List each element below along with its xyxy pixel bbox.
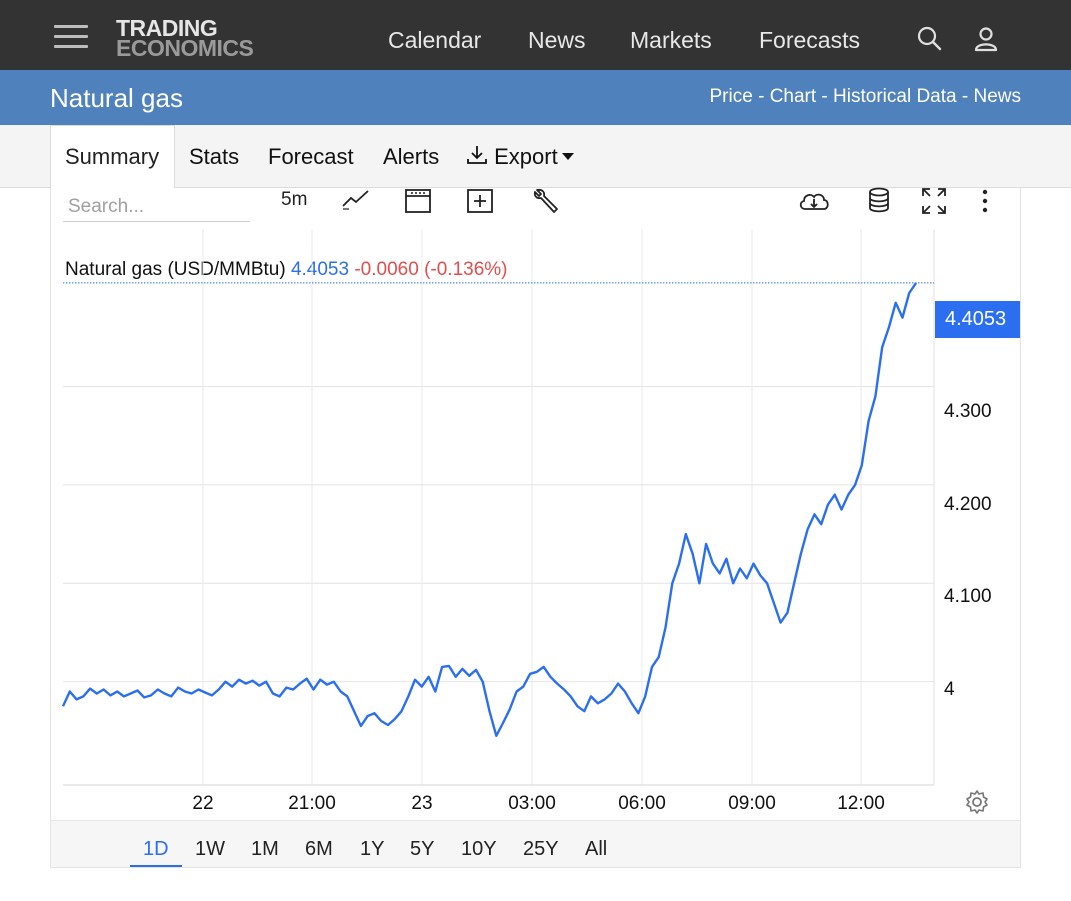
site-logo[interactable]: TRADING ECONOMICS — [116, 15, 254, 61]
separator: - — [956, 86, 974, 107]
active-range-underline — [130, 865, 182, 867]
cloud-download-icon[interactable] — [797, 186, 831, 216]
x-tick-label: 21:00 — [288, 793, 336, 814]
range-25y[interactable]: 25Y — [523, 838, 559, 860]
search-icon[interactable] — [915, 25, 943, 53]
tab-export-label: Export — [494, 144, 558, 169]
range-1y[interactable]: 1Y — [360, 838, 385, 860]
nav-news[interactable]: News — [528, 27, 586, 53]
current-price-tag: 4.4053 — [935, 301, 1020, 338]
range-1d[interactable]: 1D — [143, 838, 169, 860]
price-series-line — [61, 282, 917, 737]
x-tick-label: 23 — [411, 793, 433, 814]
page-title-bar — [0, 70, 1071, 125]
active-tab-background — [50, 125, 175, 189]
x-tick-label: 22 — [192, 793, 214, 814]
y-tick-label: 4.200 — [944, 494, 992, 515]
top-navigation-bar — [0, 0, 1071, 70]
y-tick-label: 4.100 — [944, 586, 992, 607]
range-1m[interactable]: 1M — [251, 838, 279, 860]
section-links: Price - Chart - Historical Data - News — [710, 86, 1022, 108]
interval-selector[interactable]: 5m — [281, 189, 308, 210]
legend-last-value: 4.4053 — [290, 259, 350, 280]
separator: - — [752, 86, 770, 107]
logo-line-2: ECONOMICS — [116, 35, 254, 61]
chart-legend: Natural gas (USD/MMBtu) 4.4053 -0.0060 (… — [65, 259, 508, 281]
wrench-icon[interactable] — [532, 186, 560, 216]
hamburger-menu-icon[interactable] — [54, 25, 88, 49]
range-5y[interactable]: 5Y — [410, 838, 435, 860]
download-icon — [467, 146, 487, 164]
range-6m[interactable]: 6M — [305, 838, 333, 860]
symbol-search-input[interactable] — [63, 192, 250, 222]
x-tick-label: 03:00 — [508, 793, 556, 814]
page-title: Natural gas — [50, 83, 183, 113]
x-tick-label: 09:00 — [728, 793, 776, 814]
tab-export[interactable]: Export — [466, 144, 574, 170]
x-tick-label: 12:00 — [837, 793, 885, 814]
link-historical-data[interactable]: Historical Data — [833, 86, 957, 107]
chart-panel — [50, 188, 1021, 868]
link-chart[interactable]: Chart — [769, 86, 817, 107]
separator: - — [816, 86, 834, 107]
tab-strip — [0, 125, 1071, 188]
range-all[interactable]: All — [585, 838, 608, 860]
more-options-icon[interactable] — [979, 186, 991, 216]
add-indicator-icon[interactable] — [466, 186, 494, 216]
tab-alerts[interactable]: Alerts — [383, 144, 440, 169]
tab-summary[interactable]: Summary — [65, 144, 160, 169]
database-icon[interactable] — [866, 186, 892, 216]
nav-markets[interactable]: Markets — [630, 27, 712, 53]
range-10y[interactable]: 10Y — [461, 838, 497, 860]
chart-settings-gear-icon[interactable] — [964, 789, 990, 815]
calendar-icon[interactable] — [404, 186, 432, 216]
y-tick-label: 4 — [944, 679, 955, 700]
chevron-down-icon — [561, 153, 574, 161]
x-tick-label: 06:00 — [618, 793, 666, 814]
nav-calendar[interactable]: Calendar — [388, 27, 482, 53]
link-news[interactable]: News — [973, 86, 1021, 107]
legend-series-name: Natural gas (USD/MMBtu) — [65, 259, 286, 280]
tab-forecast[interactable]: Forecast — [268, 144, 354, 169]
logo-line-1: TRADING — [116, 15, 218, 41]
legend-change: -0.0060 (-0.136%) — [354, 259, 508, 280]
line-chart-type-icon[interactable] — [341, 186, 371, 216]
fullscreen-icon[interactable] — [920, 186, 948, 216]
tab-stats[interactable]: Stats — [189, 144, 240, 169]
nav-forecasts[interactable]: Forecasts — [759, 27, 860, 53]
range-1w[interactable]: 1W — [195, 838, 225, 860]
time-range-bar — [51, 820, 1020, 867]
link-price[interactable]: Price — [709, 86, 753, 107]
user-account-icon[interactable] — [972, 25, 1000, 53]
y-tick-label: 4.300 — [944, 401, 992, 422]
